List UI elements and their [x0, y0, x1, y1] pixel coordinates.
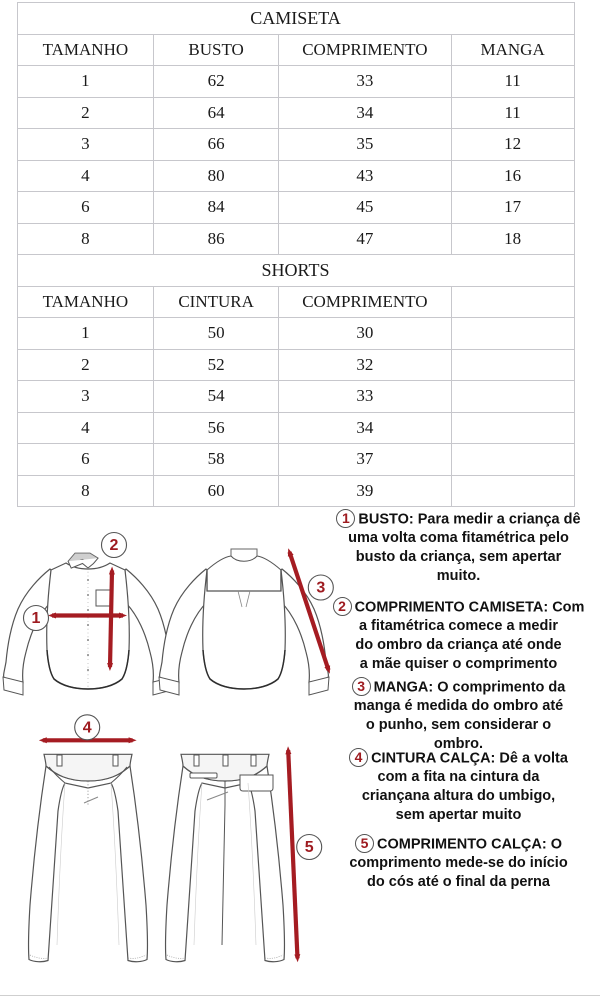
svg-text:2: 2: [110, 537, 119, 554]
svg-text:4: 4: [83, 719, 92, 736]
svg-text:1: 1: [32, 610, 41, 627]
svg-text:3: 3: [316, 580, 325, 597]
svg-text:5: 5: [305, 839, 314, 856]
